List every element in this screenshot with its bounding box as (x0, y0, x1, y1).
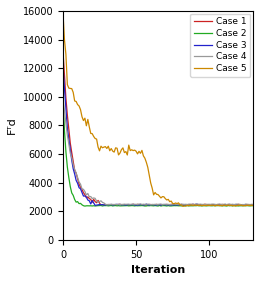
Case 4 (69, 151, 72, 155)
Case 2 (203, 204, 206, 207)
Case 4 (61, 95, 64, 98)
Case 4 (181, 202, 184, 206)
Case 1 (251, 203, 255, 206)
Line: Case 5: Case 5 (63, 12, 253, 206)
Case 3 (251, 203, 255, 206)
Case 3 (244, 204, 247, 207)
Case 5 (180, 203, 183, 207)
Case 5 (61, 11, 64, 14)
Case 5 (251, 204, 255, 207)
Case 4 (211, 202, 214, 206)
Case 3 (61, 64, 64, 67)
Case 2 (83, 204, 87, 208)
Case 2 (251, 204, 255, 207)
X-axis label: Iteration: Iteration (131, 265, 185, 275)
Case 2 (61, 98, 64, 101)
Case 5 (203, 204, 206, 207)
Case 3 (180, 203, 183, 206)
Case 4 (161, 203, 164, 206)
Case 3 (209, 203, 212, 206)
Case 2 (69, 185, 72, 188)
Case 1 (203, 202, 206, 206)
Case 4 (203, 203, 206, 206)
Case 1 (102, 204, 106, 207)
Case 1 (69, 142, 72, 145)
Line: Case 3: Case 3 (63, 65, 253, 205)
Line: Case 2: Case 2 (63, 100, 253, 206)
Case 5 (181, 204, 184, 208)
Line: Case 4: Case 4 (63, 97, 253, 205)
Line: Case 1: Case 1 (63, 51, 253, 205)
Legend: Case 1, Case 2, Case 3, Case 4, Case 5: Case 1, Case 2, Case 3, Case 4, Case 5 (190, 14, 250, 77)
Case 2 (96, 204, 100, 207)
Case 4 (251, 203, 255, 206)
Case 1 (211, 203, 214, 206)
Case 5 (95, 137, 98, 141)
Case 4 (171, 202, 174, 206)
Case 1 (95, 201, 98, 204)
Case 1 (61, 49, 64, 53)
Case 2 (171, 204, 174, 208)
Case 2 (181, 204, 184, 208)
Case 5 (69, 87, 72, 90)
Case 3 (202, 203, 205, 206)
Case 3 (95, 203, 98, 207)
Case 5 (170, 199, 173, 203)
Case 3 (170, 203, 173, 207)
Case 5 (211, 204, 214, 207)
Case 3 (69, 147, 72, 151)
Case 1 (181, 203, 184, 206)
Y-axis label: Fᵀd: Fᵀd (7, 116, 17, 134)
Case 2 (211, 204, 214, 208)
Case 4 (95, 199, 98, 203)
Case 1 (171, 203, 174, 206)
